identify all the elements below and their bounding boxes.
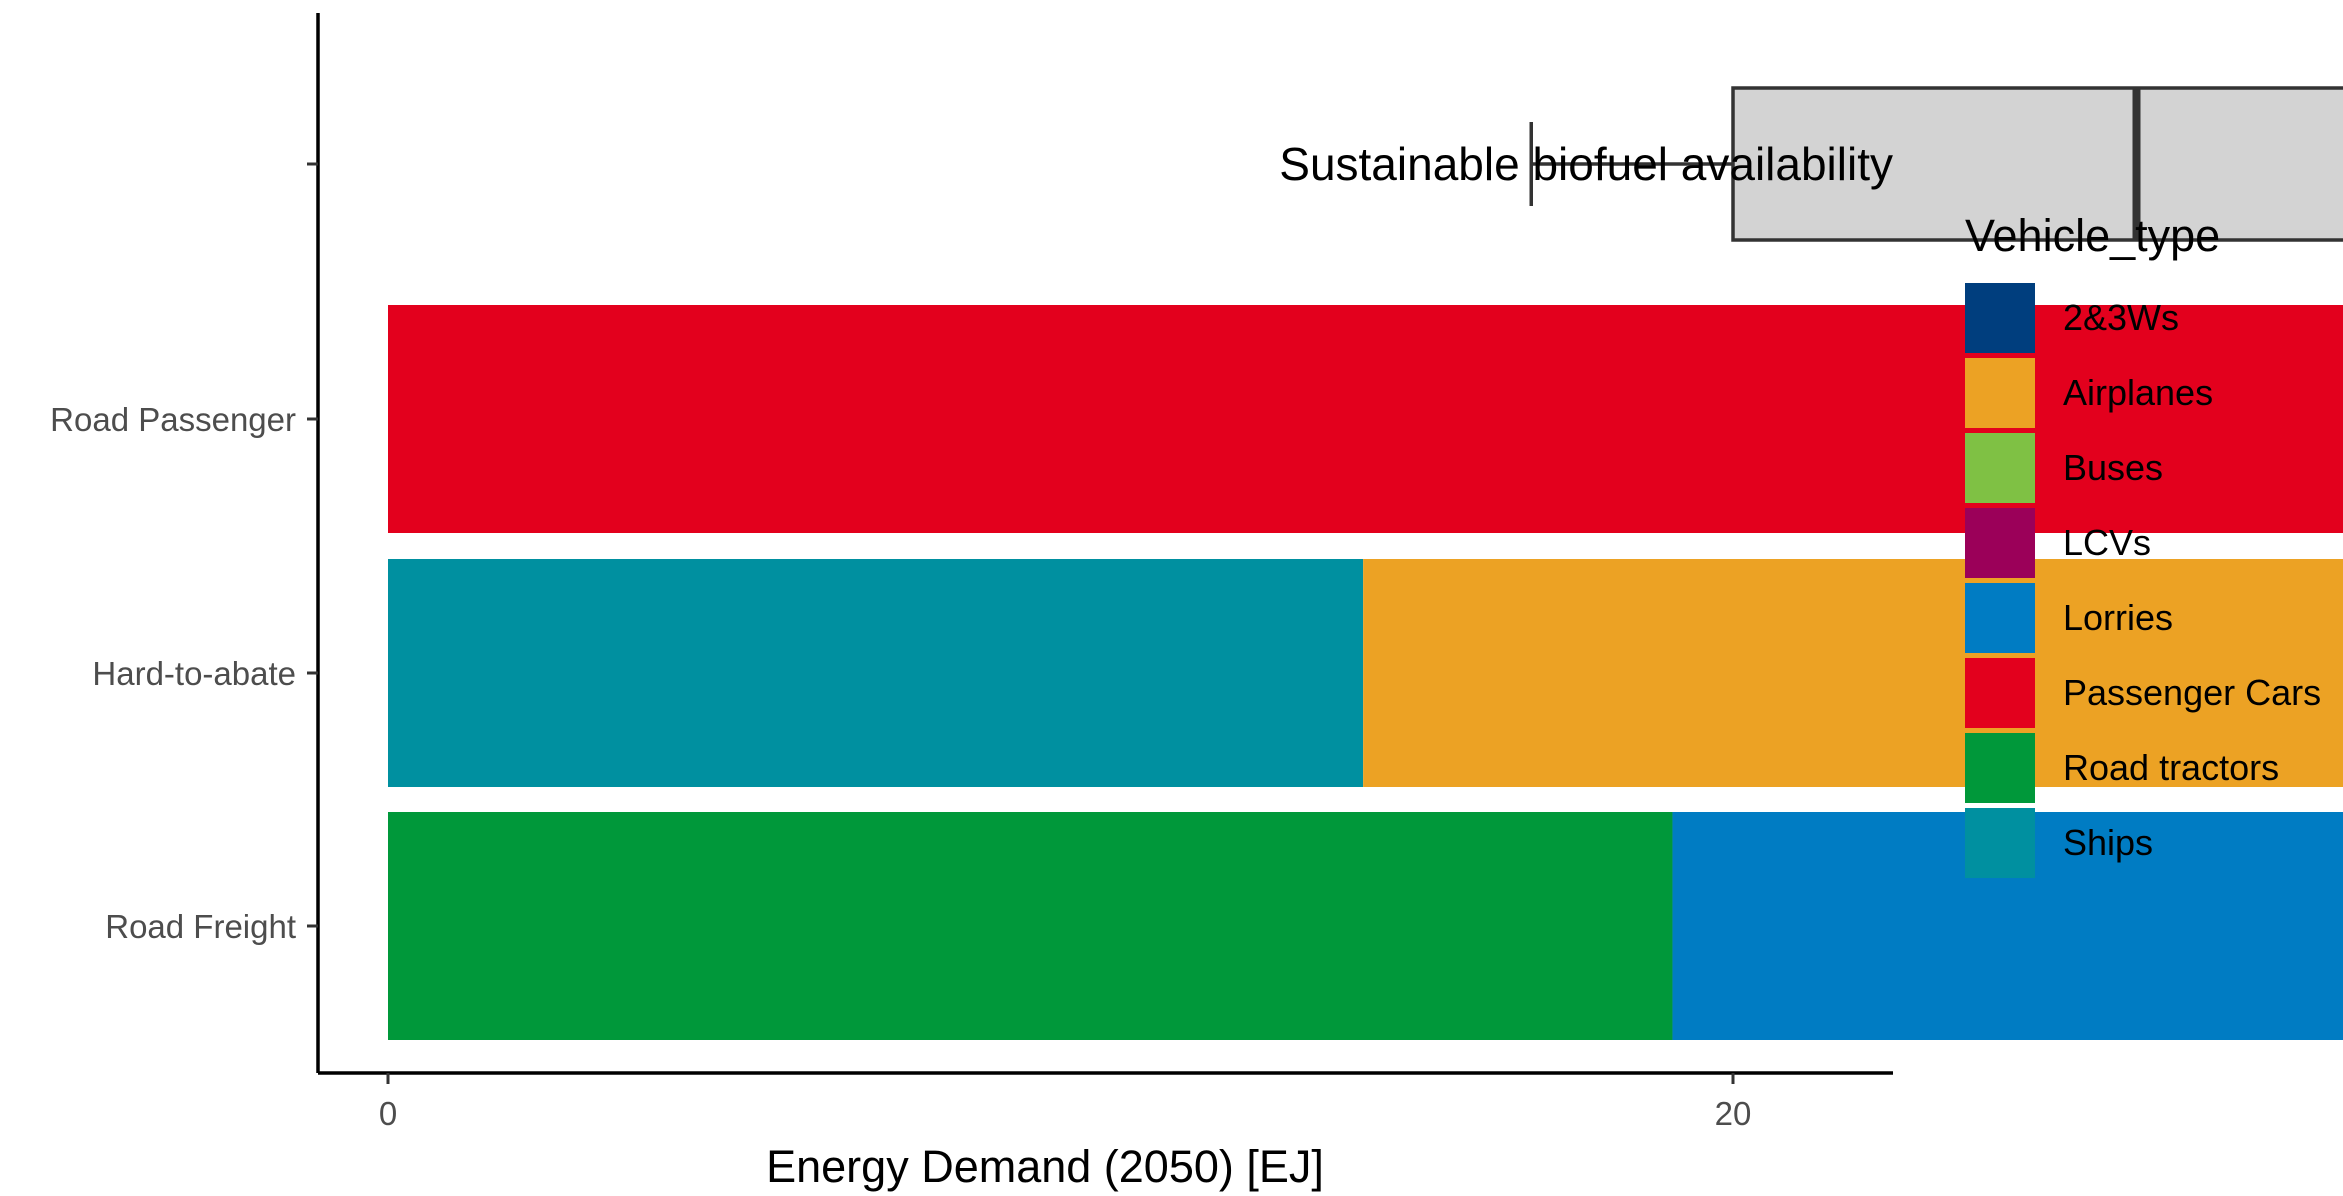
legend-key-ships: [1965, 808, 2035, 878]
legend-label-passenger-cars: Passenger Cars: [2063, 672, 2321, 713]
axes: 020406080Road PassengerHard-to-abateRoad…: [50, 13, 1893, 1132]
legend-label-lcvs: LCVs: [2063, 522, 2151, 563]
x-tick-label-0: 0: [379, 1095, 397, 1132]
legend-key-road-tractors: [1965, 733, 2035, 803]
bars-layer: [388, 305, 2343, 1040]
bar-segment-road-passenger-passenger-cars: [388, 305, 2343, 533]
legend: Vehicle_type 2&3Ws Airplanes Buses LCVs Lorr…: [1965, 210, 2321, 878]
legend-key-airplanes: [1965, 358, 2035, 428]
boxplot-annotation: Sustainable biofuel availability: [1279, 138, 1893, 190]
legend-label-road-tractors: Road tractors: [2063, 747, 2279, 788]
legend-key-buses: [1965, 433, 2035, 503]
legend-label-lorries: Lorries: [2063, 597, 2173, 638]
bar-segment-hard-to-abate-airplanes: [1363, 559, 2343, 787]
bar-segment-road-freight-road-tractors: [388, 812, 1673, 1040]
legend-key-lorries: [1965, 583, 2035, 653]
bar-segment-hard-to-abate-ships: [388, 559, 1364, 787]
legend-label-2-3ws: 2&3Ws: [2063, 297, 2179, 338]
x-axis-title: Energy Demand (2050) [EJ]: [766, 1141, 1324, 1192]
legend-title: Vehicle_type: [1965, 210, 2220, 261]
legend-label-ships: Ships: [2063, 822, 2153, 863]
x-tick-label-20: 20: [1715, 1095, 1752, 1132]
boxplot-box: [1731, 86, 2343, 242]
y-tick-label-road-passenger: Road Passenger: [50, 401, 296, 438]
legend-label-airplanes: Airplanes: [2063, 372, 2213, 413]
boxplot: [1529, 86, 2343, 242]
legend-key-lcvs: [1965, 508, 2035, 578]
y-tick-label-hard-to-abate: Hard-to-abate: [92, 655, 296, 692]
legend-key-passenger-cars: [1965, 658, 2035, 728]
y-tick-label-road-freight: Road Freight: [105, 908, 296, 945]
legend-label-buses: Buses: [2063, 447, 2163, 488]
legend-key-2-3ws: [1965, 283, 2035, 353]
